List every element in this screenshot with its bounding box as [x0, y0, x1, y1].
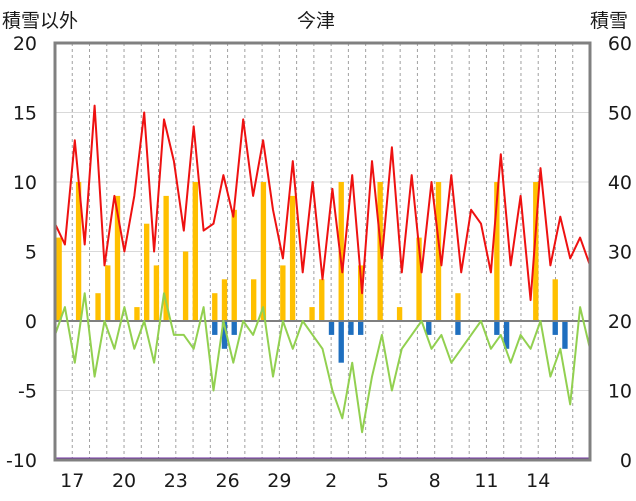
negative-bar [221, 321, 228, 349]
x-tick-label: 29 [267, 470, 291, 492]
x-tick-label: 2 [325, 470, 337, 492]
x-tick-label: 26 [215, 470, 239, 492]
precip-bar [182, 251, 189, 321]
right-axis-title: 積雪 [590, 10, 629, 32]
negative-bar [426, 321, 432, 335]
negative-bar [348, 321, 354, 335]
precip-bar [338, 182, 344, 321]
right-tick-label: 30 [608, 242, 632, 264]
left-tick-label: 5 [25, 242, 37, 264]
precip-bars [56, 182, 558, 321]
negative-bar [552, 321, 558, 335]
left-axis-title: 積雪以外 [2, 10, 79, 32]
right-tick-label: 40 [608, 172, 632, 194]
x-tick-label: 5 [377, 470, 389, 492]
negative-bar [503, 321, 510, 349]
precip-bar [134, 307, 140, 321]
x-axis-ticks: 17 20 23 26 29 2 5 8 11 14 [60, 470, 550, 492]
precip-bar [114, 195, 121, 321]
x-tick-label: 23 [164, 470, 188, 492]
negative-bar [562, 321, 568, 349]
precip-bar [163, 195, 169, 321]
x-tick-label: 14 [526, 470, 550, 492]
precip-bar [435, 182, 442, 321]
precip-bar [377, 182, 383, 321]
precip-bar [396, 307, 403, 321]
precip-bar [552, 279, 558, 321]
precip-bar [533, 182, 539, 321]
right-tick-label: 60 [608, 33, 632, 55]
x-tick-label: 20 [112, 470, 136, 492]
right-axis-ticks: 0 10 20 30 40 50 60 [608, 33, 632, 472]
left-axis-ticks: -10 -5 0 5 10 15 20 [6, 33, 37, 472]
precip-bar [416, 237, 422, 321]
precip-bar [231, 209, 237, 321]
negative-bar [338, 321, 344, 363]
precip-bar [105, 265, 111, 321]
snow-series-line [54, 104, 591, 302]
precip-bar [309, 307, 315, 321]
precip-bar [144, 223, 150, 321]
precip-bar [75, 182, 82, 321]
negative-bar [328, 321, 335, 335]
left-tick-label: -10 [6, 450, 37, 472]
precip-bar [455, 293, 461, 321]
precip-bar [212, 293, 218, 321]
negative-bars [212, 321, 568, 363]
chart-title: 今津 [297, 10, 336, 32]
left-tick-label: 10 [13, 172, 37, 194]
temp-series-line [54, 292, 591, 434]
precip-bar [221, 279, 228, 321]
negative-bar [212, 321, 218, 335]
right-tick-label: 20 [608, 311, 632, 333]
precip-bar [56, 237, 62, 321]
left-tick-label: 20 [13, 33, 37, 55]
precip-bar [494, 182, 500, 321]
negative-bar [455, 321, 461, 335]
x-tick-label: 8 [429, 470, 441, 492]
left-tick-label: -5 [18, 381, 37, 403]
precip-bar [95, 293, 101, 321]
precip-bar [319, 279, 325, 321]
plot-frame [53, 41, 592, 462]
right-tick-label: 50 [608, 103, 632, 125]
x-tick-label: 17 [60, 470, 84, 492]
precip-bar [153, 265, 160, 321]
precip-bar [260, 182, 267, 321]
right-tick-label: 0 [620, 450, 632, 472]
precip-bar [251, 279, 257, 321]
negative-bar [358, 321, 364, 335]
x-tick-label: 11 [474, 470, 498, 492]
precip-bar [192, 182, 198, 321]
left-tick-label: 15 [13, 103, 37, 125]
right-tick-label: 10 [608, 381, 632, 403]
series-lines [54, 104, 591, 434]
negative-bar [494, 321, 500, 335]
precip-bar [289, 195, 296, 321]
precip-bar [280, 265, 286, 321]
precip-bar [358, 265, 364, 321]
left-tick-label: 0 [25, 311, 37, 333]
negative-bar [231, 321, 237, 335]
